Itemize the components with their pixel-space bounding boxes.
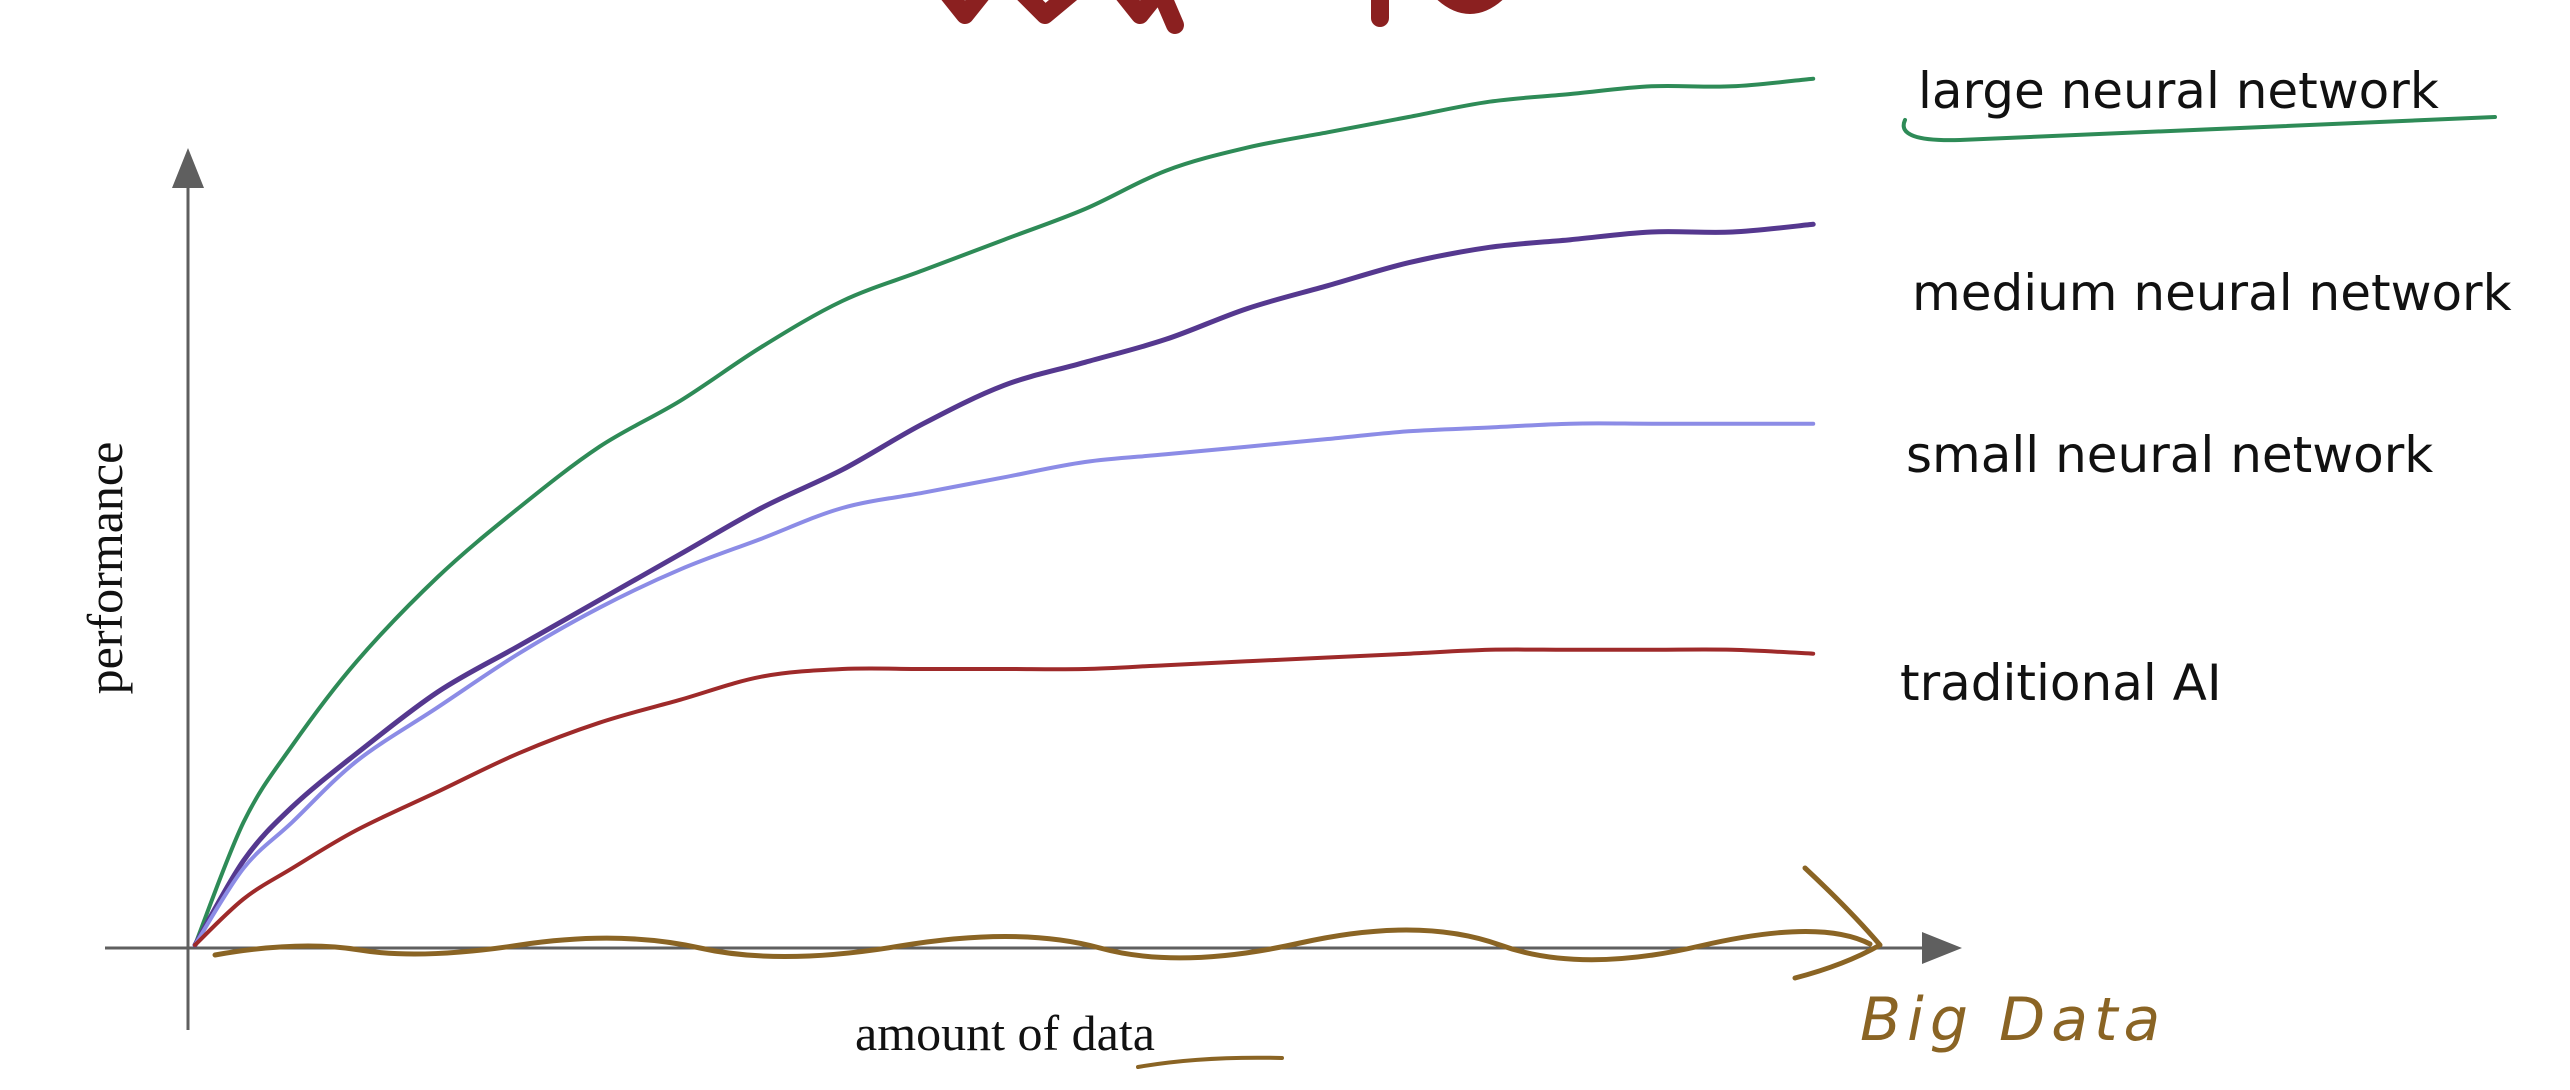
series-lines	[192, 76, 1816, 948]
label-large-neural-network: large neural network	[1918, 62, 2439, 120]
series-line-small-neural-network	[193, 421, 1816, 947]
series-line-traditional-ai	[193, 647, 1816, 947]
series-line-large-neural-network	[193, 76, 1816, 947]
axes	[105, 148, 1962, 1030]
series-labels: large neural network medium neural netwo…	[1900, 62, 2512, 712]
y-axis-arrow-icon	[172, 148, 204, 188]
label-small-neural-network: small neural network	[1906, 426, 2433, 484]
y-axis-title: performance	[77, 442, 133, 695]
large-neural-network-underline	[1901, 115, 2497, 143]
title-fragment	[941, 0, 1503, 34]
x-axis-title: amount of data	[855, 1005, 1155, 1061]
data-underline	[1136, 1055, 1284, 1069]
label-traditional-ai: traditional AI	[1900, 654, 2222, 712]
big-data-arrow	[212, 865, 1883, 981]
big-data-underline-scribble	[212, 927, 1873, 963]
label-medium-neural-network: medium neural network	[1912, 264, 2512, 322]
big-data-label: Big Data	[1860, 985, 2166, 1055]
series-line-medium-neural-network	[192, 221, 1816, 948]
x-axis-arrow-icon	[1922, 932, 1962, 964]
big-data-arrowhead-icon	[1792, 865, 1883, 981]
